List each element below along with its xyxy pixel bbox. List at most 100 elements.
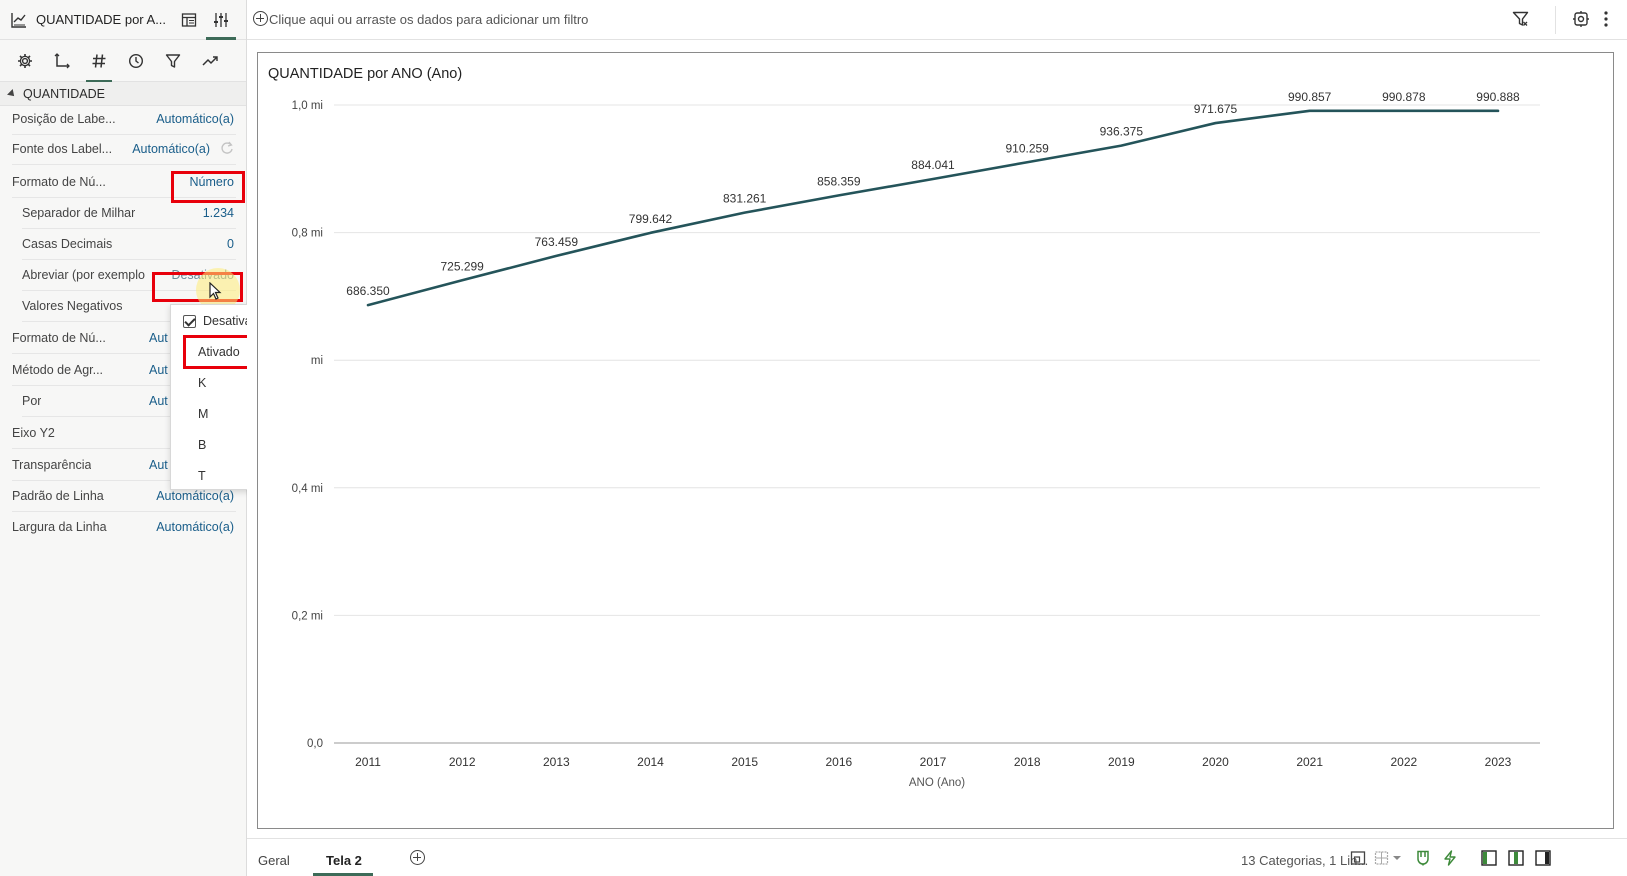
y-tick-label: 0,2 mi [292, 610, 323, 622]
axis-tab-icon[interactable] [53, 52, 71, 70]
prop-value-dropdown[interactable]: 0 [227, 237, 234, 251]
filter-funnel-icon[interactable] [1512, 10, 1530, 33]
highlight-box-number-format [171, 171, 245, 203]
active-tab-indicator [313, 873, 373, 876]
dropdown-option-b[interactable]: B [171, 431, 303, 459]
add-filter-plus-icon[interactable] [253, 11, 268, 26]
filter-hint-text[interactable]: Clique aqui ou arraste os dados para adi… [269, 12, 589, 27]
tab-tela-2[interactable]: Tela 2 [326, 853, 362, 868]
tab-geral[interactable]: Geral [258, 853, 290, 868]
divider [12, 353, 236, 354]
dropdown-option-t[interactable]: T [171, 462, 303, 490]
prop-row-decimal-places[interactable]: Casas Decimais 0 [0, 229, 246, 260]
mouse-cursor-icon [209, 282, 222, 300]
prop-row-line-pattern[interactable]: Padrão de Linha Automático(a) [0, 481, 246, 512]
data-label: 763.459 [535, 235, 579, 249]
time-clock-icon[interactable] [127, 52, 145, 70]
prop-value-dropdown[interactable]: Aut [149, 331, 168, 345]
option-label: K [198, 376, 207, 390]
data-source-icon[interactable] [1415, 850, 1431, 869]
prop-value-dropdown[interactable]: Aut [149, 458, 168, 472]
y-tick-label: 0,4 mi [292, 483, 323, 495]
dropdown-option-ativado[interactable]: Ativado [171, 338, 303, 366]
values-hash-icon[interactable] [86, 52, 112, 82]
divider [22, 416, 236, 417]
auto-apply-lightning-icon[interactable] [1442, 850, 1458, 869]
prop-row-y2-axis[interactable]: Eixo Y2 [0, 418, 246, 449]
prop-row-number-format[interactable]: Formato de Nú... Número [0, 167, 246, 198]
prop-row-thousand-separator[interactable]: Separador de Milhar 1.234 [0, 198, 246, 229]
x-tick-label: 2016 [825, 755, 852, 769]
x-tick-label: 2018 [1014, 755, 1041, 769]
data-label: 990.878 [1382, 90, 1426, 104]
data-summary-text: 13 Categorias, 1 Lin... [1241, 853, 1369, 868]
x-tick-label: 2011 [355, 755, 381, 769]
middle-panel-toggle-icon[interactable] [1508, 850, 1524, 869]
prop-value-dropdown[interactable]: Automático(a) [156, 112, 234, 126]
prop-value-dropdown[interactable]: Aut [149, 394, 168, 408]
prop-row-number-format-2[interactable]: Formato de Nú... Aut [0, 323, 246, 354]
prop-row-transparency[interactable]: Transparência Aut [0, 450, 246, 481]
more-options-icon[interactable] [1601, 10, 1611, 33]
section-header-quantidade[interactable]: QUANTIDADE [0, 82, 246, 106]
general-settings-gear-icon[interactable] [16, 52, 34, 70]
prop-label: Eixo Y2 [12, 426, 55, 440]
prop-value-dropdown[interactable]: Automático(a) [156, 489, 234, 503]
bottom-bar: Geral Tela 2 13 Categorias, 1 Lin... [247, 838, 1627, 876]
prop-label: Formato de Nú... [12, 175, 106, 189]
prop-row-aggregation-method[interactable]: Método de Agr... Aut [0, 355, 246, 386]
prop-label: Casas Decimais [22, 237, 113, 251]
prop-row-line-width[interactable]: Largura da Linha Automático(a) [0, 512, 246, 543]
filter-tab-icon[interactable] [164, 52, 182, 70]
data-label: 799.642 [629, 212, 673, 226]
x-axis-title: ANO (Ano) [909, 777, 965, 789]
right-panel-toggle-icon[interactable] [1535, 850, 1551, 869]
panel-header: QUANTIDADE por A... [0, 0, 246, 40]
prop-label: Método de Agr... [12, 363, 104, 377]
prop-row-negative-values[interactable]: Valores Negativos [0, 291, 246, 322]
data-label: 858.359 [817, 174, 861, 188]
prop-value-dropdown[interactable]: 1.234 [202, 206, 234, 220]
data-label: 725.299 [440, 259, 484, 273]
dropdown-option-m[interactable]: M [171, 400, 303, 428]
divider [12, 164, 236, 165]
prop-row-by[interactable]: Por Aut [0, 386, 246, 417]
x-tick-label: 2019 [1108, 755, 1135, 769]
x-tick-label: 2023 [1485, 755, 1512, 769]
divider [22, 321, 236, 322]
prop-row-label-font[interactable]: Fonte dos Label... Automático(a) [0, 134, 246, 165]
filter-bar[interactable]: Clique aqui ou arraste os dados para adi… [247, 0, 1627, 40]
property-tabs [0, 40, 246, 82]
data-label: 936.375 [1100, 125, 1144, 139]
visualization-frame[interactable]: 0,0 0,2 mi 0,4 mi mi 0,8 mi 1,0 mi 2011 2012 201… [257, 52, 1614, 829]
prop-label: Fonte dos Label... [12, 142, 113, 156]
data-label: 971.675 [1194, 102, 1238, 116]
properties-panel-button[interactable] [206, 11, 236, 40]
prop-label: Valores Negativos [22, 299, 123, 313]
prop-row-label-position[interactable]: Posição de Labe... Automático(a) [0, 104, 246, 135]
x-tick-label: 2022 [1390, 755, 1417, 769]
y-tick-label: 0,0 [307, 738, 323, 750]
add-canvas-plus-icon[interactable] [410, 850, 425, 865]
canvas-layout-icon[interactable] [1350, 850, 1366, 869]
x-tick-label: 2015 [731, 755, 758, 769]
grammar-panel-button[interactable] [180, 11, 198, 29]
series-line-quantidade [366, 109, 1500, 307]
grid-dropdown-icon[interactable] [1374, 850, 1404, 869]
x-tick-label: 2020 [1202, 755, 1229, 769]
line-chart[interactable]: 0,0 0,2 mi 0,4 mi mi 0,8 mi 1,0 mi 2011 2012 201… [258, 53, 1613, 828]
dropdown-option-k[interactable]: K [171, 369, 303, 397]
prop-value-dropdown[interactable]: Aut [149, 363, 168, 377]
x-tick-label: 2017 [920, 755, 947, 769]
analytics-trend-icon[interactable] [201, 52, 219, 70]
left-panel-toggle-icon[interactable] [1481, 850, 1497, 869]
prop-value-dropdown[interactable]: Automático(a) [156, 520, 234, 534]
divider [12, 385, 236, 386]
reset-icon[interactable] [220, 141, 234, 158]
prop-label: Abreviar (por exemplo [22, 268, 145, 282]
prop-value-dropdown[interactable]: Número [189, 175, 234, 189]
line-chart-icon [10, 11, 28, 29]
canvas-settings-icon[interactable] [1572, 10, 1590, 33]
divider [22, 228, 236, 229]
prop-value-dropdown[interactable]: Automático(a) [132, 142, 210, 156]
